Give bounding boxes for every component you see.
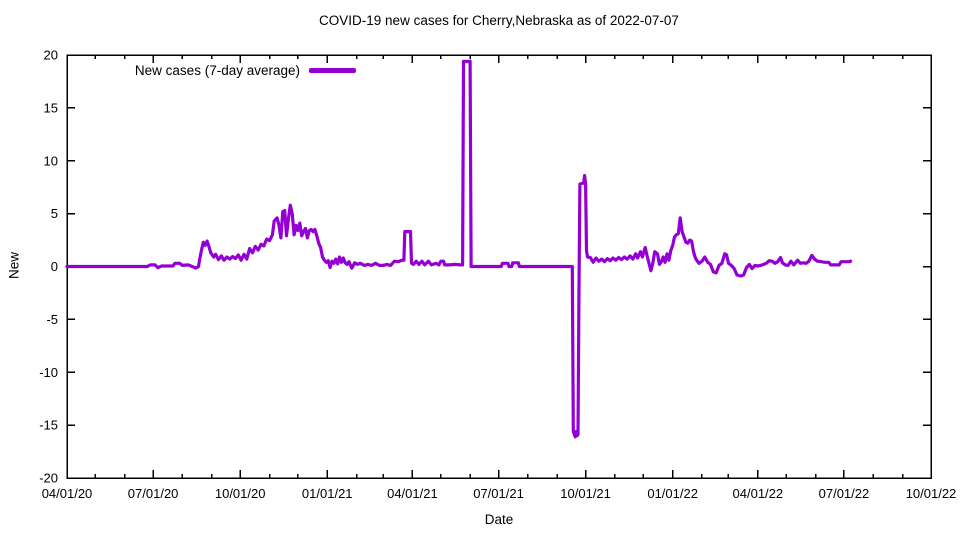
legend-label: New cases (7-day average) [134, 62, 300, 78]
x-tick-label: 07/01/20 [128, 486, 179, 501]
y-tick-label: 15 [44, 100, 58, 115]
x-tick-label: 04/01/21 [387, 486, 438, 501]
x-tick-label: 07/01/21 [473, 486, 524, 501]
legend-line-sample [309, 67, 356, 73]
data-line [65, 59, 853, 439]
legend: New cases (7-day average) [135, 61, 356, 79]
x-tick-label: 01/01/21 [302, 486, 353, 501]
chart-title: COVID-19 new cases for Cherry,Nebraska a… [319, 13, 679, 28]
x-tick-label: 07/01/22 [819, 486, 870, 501]
y-tick-label: 20 [44, 48, 58, 63]
x-axis-title: Date [484, 512, 514, 527]
x-tick-label: 10/01/20 [215, 486, 266, 501]
y-tick-label: 0 [51, 259, 58, 274]
x-tick-label: 10/01/21 [560, 486, 611, 501]
y-tick-label: -20 [39, 471, 58, 486]
x-tick-label: 04/01/22 [733, 486, 784, 501]
x-tick-label: 04/01/20 [42, 486, 93, 501]
y-tick-label: -15 [39, 418, 58, 433]
y-tick-label: 5 [51, 206, 58, 221]
y-axis-title: New [6, 252, 22, 280]
x-tick-label: 10/01/22 [906, 486, 957, 501]
y-tick-label: 10 [44, 153, 58, 168]
y-tick-label: -10 [39, 365, 58, 380]
y-tick-label: -5 [46, 312, 58, 327]
x-tick-label: 01/01/22 [647, 486, 698, 501]
